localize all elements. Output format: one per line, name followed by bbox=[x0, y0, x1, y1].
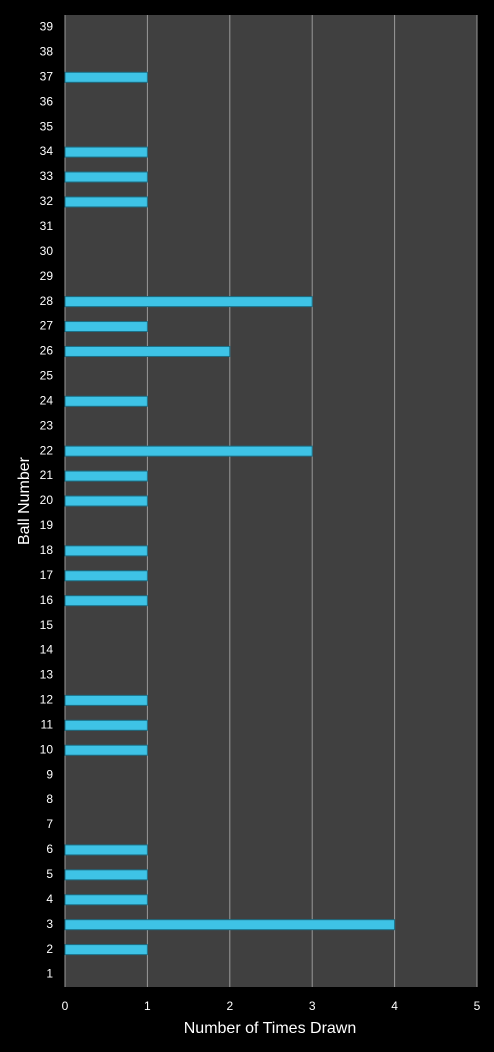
y-tick-label: 11 bbox=[41, 717, 54, 731]
y-tick-label: 23 bbox=[40, 418, 54, 432]
y-tick-label: 27 bbox=[40, 319, 54, 333]
x-tick-label: 0 bbox=[62, 999, 69, 1013]
x-tick-label: 2 bbox=[226, 999, 233, 1013]
bar bbox=[64, 296, 313, 308]
y-tick-label: 4 bbox=[46, 892, 53, 906]
bar bbox=[64, 71, 148, 83]
bar bbox=[64, 470, 148, 482]
y-tick-label: 22 bbox=[40, 443, 54, 457]
y-tick-label: 15 bbox=[40, 618, 54, 632]
y-tick-label: 25 bbox=[40, 369, 54, 383]
y-tick-label: 30 bbox=[40, 244, 54, 258]
y-tick-label: 6 bbox=[46, 842, 53, 856]
bar bbox=[64, 844, 148, 856]
y-tick-label: 24 bbox=[40, 393, 54, 407]
y-tick-label: 8 bbox=[46, 792, 53, 806]
bar bbox=[64, 345, 231, 357]
bar bbox=[64, 196, 148, 208]
y-tick-label: 1 bbox=[46, 967, 53, 981]
bar bbox=[64, 545, 148, 557]
y-tick-label: 32 bbox=[40, 194, 54, 208]
x-axis-title: Number of Times Drawn bbox=[184, 1020, 357, 1037]
y-tick-label: 31 bbox=[40, 219, 54, 233]
y-tick-label: 17 bbox=[40, 568, 54, 582]
y-tick-label: 16 bbox=[40, 593, 54, 607]
bar bbox=[64, 171, 148, 183]
y-tick-label: 34 bbox=[40, 144, 54, 158]
bar bbox=[64, 570, 148, 582]
bar bbox=[64, 719, 148, 731]
bar bbox=[64, 146, 148, 158]
bar bbox=[64, 944, 148, 956]
y-tick-label: 21 bbox=[40, 468, 54, 482]
bar bbox=[64, 919, 396, 931]
y-tick-label: 38 bbox=[40, 45, 54, 59]
y-tick-label: 2 bbox=[46, 942, 53, 956]
x-tick-label: 3 bbox=[309, 999, 316, 1013]
y-tick-label: 20 bbox=[40, 493, 54, 507]
x-tick-label: 1 bbox=[144, 999, 151, 1013]
x-tick-label: 5 bbox=[474, 999, 481, 1013]
y-tick-label: 14 bbox=[40, 643, 54, 657]
bar bbox=[64, 744, 148, 756]
y-tick-label: 3 bbox=[46, 917, 53, 931]
y-tick-label: 36 bbox=[40, 94, 54, 108]
bar bbox=[64, 321, 148, 333]
y-tick-label: 26 bbox=[40, 344, 54, 358]
bar bbox=[64, 694, 148, 706]
y-tick-label: 29 bbox=[40, 269, 54, 283]
y-axis-title: Ball Number bbox=[16, 456, 33, 545]
y-tick-label: 7 bbox=[46, 817, 53, 831]
y-tick-label: 39 bbox=[40, 20, 54, 34]
y-tick-label: 28 bbox=[40, 294, 54, 308]
y-tick-label: 10 bbox=[40, 742, 54, 756]
y-tick-label: 37 bbox=[40, 69, 54, 83]
bar bbox=[64, 445, 313, 457]
y-tick-label: 33 bbox=[40, 169, 54, 183]
bar bbox=[64, 595, 148, 607]
bar bbox=[64, 395, 148, 407]
y-tick-label: 12 bbox=[40, 693, 54, 707]
y-tick-label: 18 bbox=[40, 543, 54, 557]
bar bbox=[64, 869, 148, 881]
y-tick-label: 9 bbox=[46, 767, 53, 781]
bar bbox=[64, 495, 148, 507]
y-tick-label: 5 bbox=[46, 867, 53, 881]
y-tick-label: 19 bbox=[40, 518, 54, 532]
bar bbox=[64, 894, 148, 906]
y-tick-label: 13 bbox=[40, 668, 54, 682]
y-tick-label: 35 bbox=[40, 119, 54, 133]
x-tick-label: 4 bbox=[391, 999, 398, 1013]
